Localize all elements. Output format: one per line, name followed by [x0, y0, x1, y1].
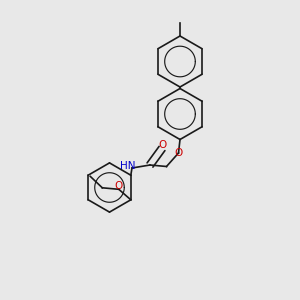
Text: O: O [115, 181, 123, 191]
Text: HN: HN [120, 161, 135, 172]
Text: O: O [174, 148, 183, 158]
Text: O: O [158, 140, 167, 151]
